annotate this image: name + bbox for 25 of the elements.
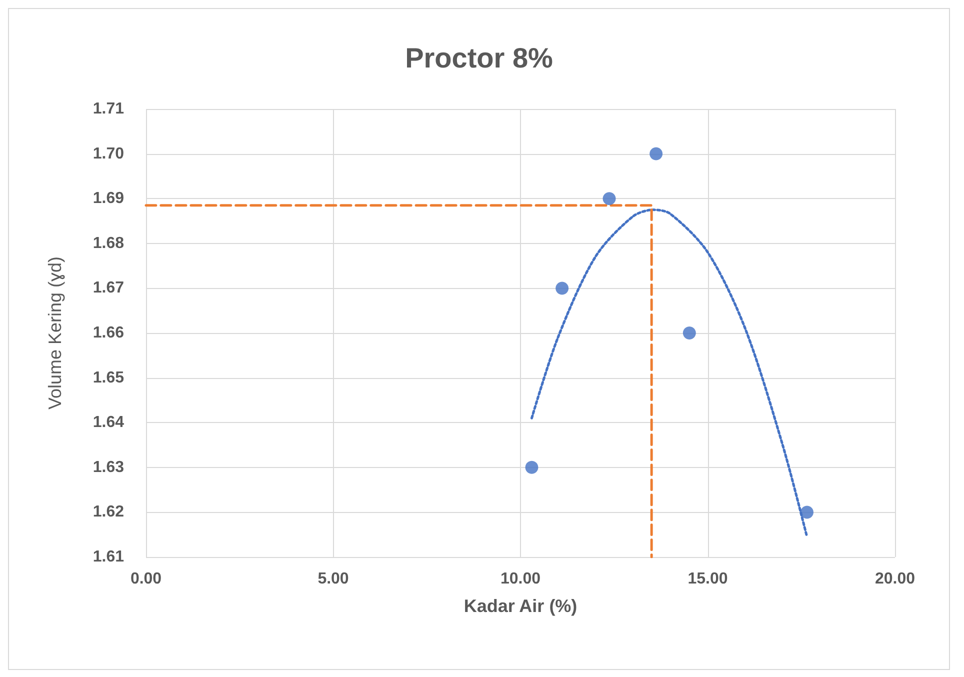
x-tick-label: 20.00 — [874, 570, 916, 588]
y-tick-label: 1.67 — [92, 280, 124, 297]
y-tick-label: 1.63 — [92, 458, 124, 476]
y-tick-label: 1.71 — [92, 100, 124, 118]
point — [682, 326, 696, 340]
y-tick-label: 1.70 — [92, 145, 124, 162]
y-axis-title: Volume Kering (ɣd) — [45, 256, 65, 410]
x-tick-label: 5.00 — [318, 570, 349, 588]
chart-title: Proctor 8% — [405, 42, 554, 74]
y-tick-label: 1.68 — [92, 234, 124, 252]
x-tick-label: 0.00 — [130, 570, 162, 588]
y-tick-label: 1.64 — [92, 414, 124, 432]
point — [602, 192, 616, 206]
point — [800, 506, 814, 519]
y-tick-label: 1.62 — [92, 504, 124, 521]
x-axis-title: Kadar Air (%) — [464, 596, 578, 616]
point — [556, 282, 569, 295]
y-tick-label: 1.61 — [92, 548, 124, 566]
x-tick-label: 10.00 — [500, 570, 541, 588]
point — [525, 460, 538, 474]
x-tick-label: 15.00 — [688, 570, 728, 588]
y-tick-label: 1.69 — [92, 190, 124, 208]
point — [650, 147, 663, 160]
y-tick-label: 1.65 — [92, 369, 124, 386]
y-tick-label: 1.66 — [92, 324, 124, 342]
